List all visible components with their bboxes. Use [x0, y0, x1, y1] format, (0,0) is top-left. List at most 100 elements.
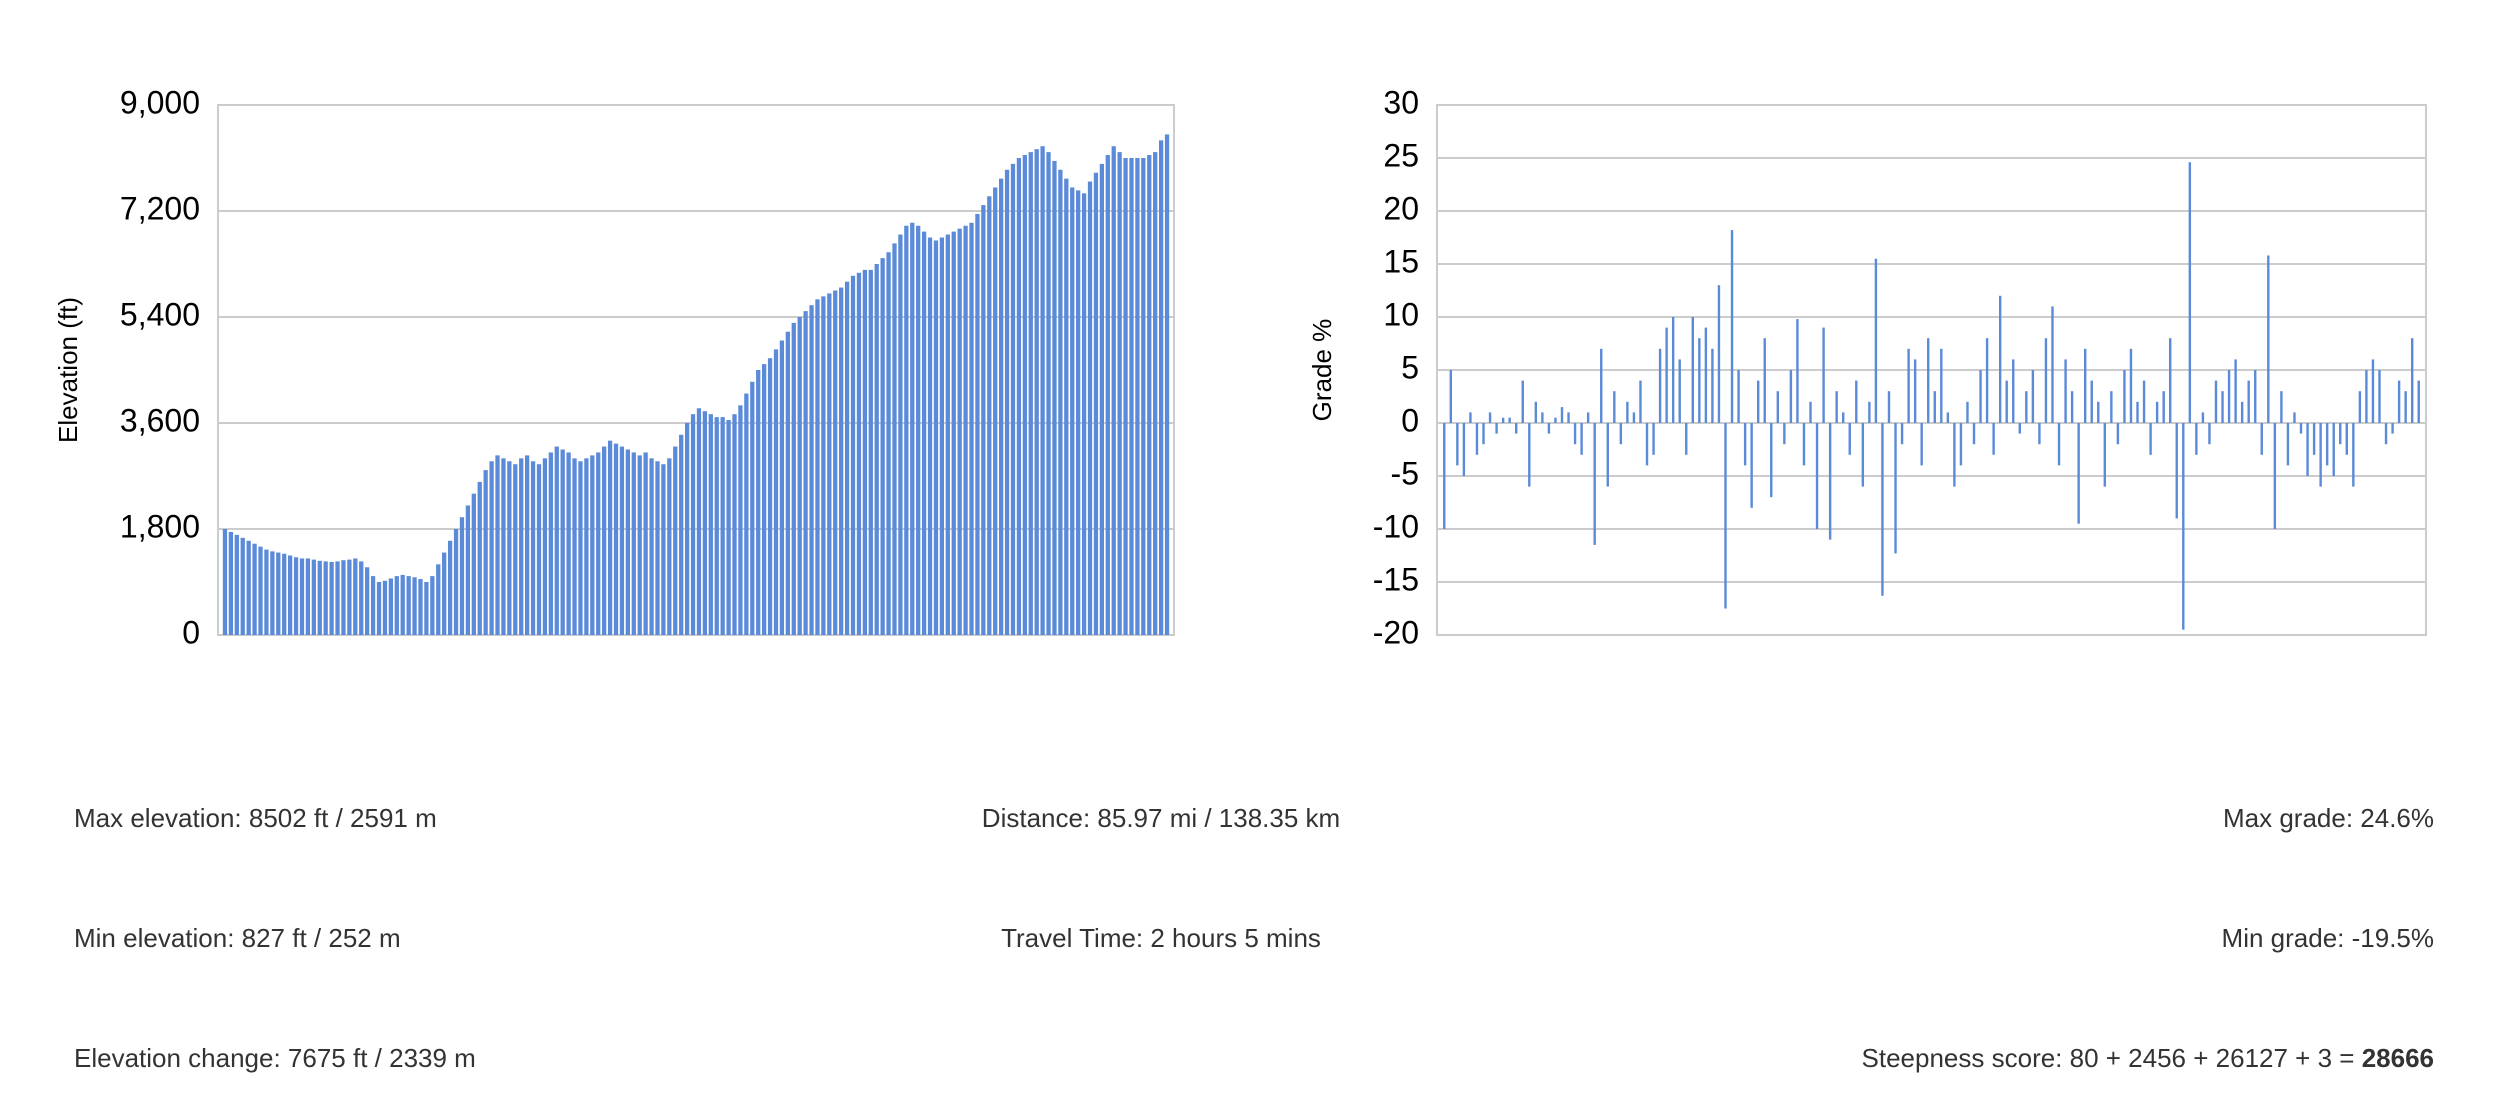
- bar: [317, 560, 322, 635]
- bar: [2227, 370, 2231, 423]
- bar: [436, 564, 441, 635]
- bar: [1894, 423, 1897, 554]
- bar: [1508, 417, 1511, 423]
- bar: [821, 296, 826, 635]
- bar: [791, 322, 796, 635]
- bar: [1449, 370, 1453, 423]
- bar: [542, 458, 548, 635]
- y-tick-label: 30: [1383, 84, 1419, 120]
- bar: [631, 452, 636, 635]
- bar: [1809, 401, 1812, 423]
- bar: [2188, 162, 2192, 424]
- y-tick-label: 10: [1383, 296, 1419, 332]
- bar: [495, 455, 500, 635]
- bar: [347, 559, 352, 635]
- bar: [525, 455, 530, 635]
- bar: [1052, 160, 1057, 635]
- bar: [2077, 423, 2080, 524]
- bar: [376, 582, 382, 635]
- bar: [767, 358, 773, 635]
- bar: [880, 258, 885, 635]
- bar: [756, 370, 761, 635]
- bar: [1606, 423, 1609, 487]
- bar: [1482, 423, 1485, 445]
- y-tick-label: 5,400: [120, 296, 200, 332]
- bar: [477, 481, 482, 635]
- bar: [762, 364, 767, 635]
- bar: [1560, 407, 1564, 423]
- bar: [2169, 338, 2172, 423]
- bar: [1959, 423, 1963, 466]
- bar: [602, 446, 607, 635]
- bar: [264, 549, 269, 635]
- y-tick-label: 15: [1383, 243, 1419, 279]
- bar: [1704, 327, 1708, 423]
- bar: [228, 531, 234, 635]
- bar: [975, 213, 980, 635]
- bar: [1064, 178, 1069, 635]
- bar: [483, 470, 488, 635]
- bar: [643, 452, 648, 635]
- bar: [2129, 348, 2133, 423]
- bar: [447, 540, 453, 635]
- bar: [2012, 359, 2015, 423]
- bar: [270, 551, 275, 635]
- bar: [2103, 423, 2107, 487]
- bar: [2410, 338, 2414, 423]
- bar: [726, 420, 731, 635]
- bar: [1842, 412, 1845, 423]
- bar: [1972, 423, 1976, 445]
- bar: [1147, 155, 1152, 636]
- stats-left: Max elevation: 8502 ft / 2591 m Min elev…: [74, 718, 476, 1118]
- bar: [2025, 391, 2028, 423]
- bar: [2247, 380, 2250, 423]
- bar: [1488, 412, 1492, 423]
- bar: [661, 464, 666, 635]
- bar: [750, 381, 755, 635]
- bar: [459, 517, 465, 635]
- bar: [513, 464, 518, 635]
- bar: [2339, 423, 2342, 445]
- bar: [2332, 423, 2335, 476]
- bar: [2214, 380, 2218, 423]
- bar: [779, 340, 785, 635]
- bar: [424, 582, 429, 635]
- bar: [1743, 423, 1747, 466]
- bar: [679, 434, 684, 635]
- bar: [1900, 423, 1904, 445]
- bar: [1534, 401, 1538, 423]
- bar: [430, 576, 435, 635]
- bar: [1874, 258, 1878, 423]
- bar: [1443, 423, 1446, 529]
- stat: Max elevation: 8502 ft / 2591 m: [74, 803, 437, 833]
- bar: [578, 461, 583, 635]
- bar: [572, 458, 577, 635]
- bar: [1985, 338, 1989, 423]
- bar: [1763, 338, 1766, 423]
- bar: [2254, 370, 2257, 423]
- bar: [1828, 423, 1832, 540]
- bar: [1105, 155, 1110, 636]
- bar: [1770, 423, 1773, 498]
- bar: [382, 580, 388, 635]
- bar: [299, 558, 305, 635]
- bar: [2358, 391, 2362, 423]
- bar: [2162, 391, 2165, 423]
- bar: [696, 408, 702, 635]
- bar: [667, 458, 672, 635]
- y-tick-label: 0: [182, 614, 200, 650]
- bar: [2149, 423, 2152, 455]
- bar: [590, 455, 595, 635]
- y-tick-label: 1,800: [120, 508, 200, 544]
- bar: [910, 222, 915, 635]
- bar: [1501, 417, 1505, 423]
- bar: [1010, 163, 1016, 635]
- bar: [388, 578, 393, 635]
- bar: [2201, 412, 2205, 423]
- bar: [2097, 401, 2100, 423]
- bar: [637, 455, 642, 635]
- bar: [1711, 348, 1714, 423]
- bar: [501, 458, 506, 635]
- stat: Min elevation: 827 ft / 252 m: [74, 923, 401, 953]
- bar: [1164, 134, 1170, 635]
